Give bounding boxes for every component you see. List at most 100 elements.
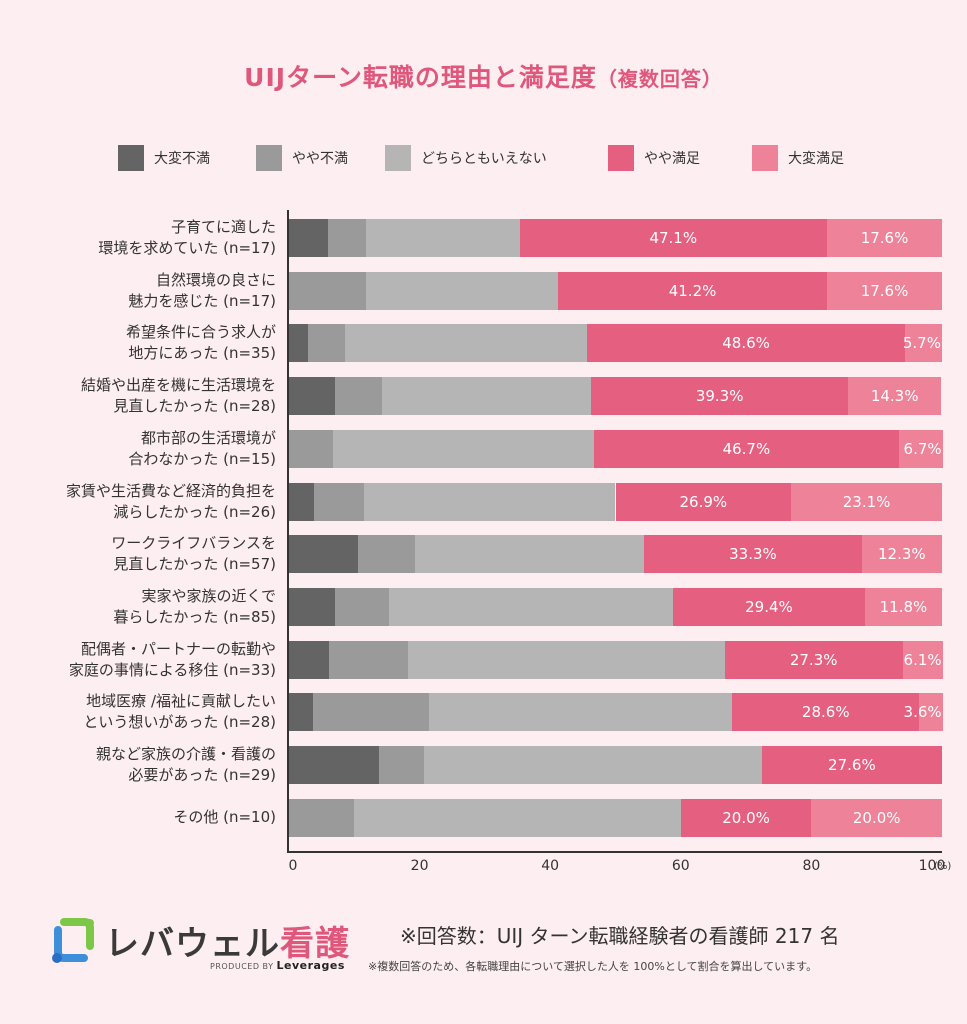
- data-label: 29.4%: [745, 597, 793, 616]
- legend-swatch: [118, 145, 144, 171]
- legend-item-somewhat-satisfied: やや満足: [608, 145, 700, 171]
- bar-segment-very-satisfied: 23.1%: [791, 482, 942, 521]
- category-label-line: 配偶者・パートナーの転勤や: [80, 639, 276, 658]
- bar-segment-very-satisfied: 6.1%: [902, 640, 943, 679]
- bar-segment-somewhat-dissatisfied: [289, 429, 333, 468]
- category-label-line: 結婚や出産を機に生活環境を: [80, 376, 276, 395]
- bar-segment-neutral: [407, 640, 725, 679]
- category-label-line: 必要があった (n=29): [128, 766, 276, 784]
- bar-segment-very-satisfied: 11.8%: [864, 587, 942, 626]
- data-label: 26.9%: [679, 492, 728, 511]
- data-label: 27.6%: [828, 756, 876, 774]
- logo-produced-text: PRODUCED BY: [210, 962, 274, 971]
- bar-segment-somewhat-satisfied: 41.2%: [558, 271, 828, 310]
- data-label: 12.3%: [878, 545, 926, 564]
- data-label: 28.6%: [801, 703, 850, 722]
- bar-segment-neutral: [415, 535, 645, 574]
- bar-segment-neutral: [388, 587, 673, 626]
- bar-segment-very-dissatisfied: [289, 640, 329, 679]
- bar-segment-somewhat-dissatisfied: [313, 482, 365, 521]
- bar-segment-neutral: [354, 798, 681, 837]
- x-tick-label: 80: [802, 858, 821, 874]
- bar-segment-somewhat-satisfied: 33.3%: [644, 535, 862, 574]
- stacked-bar-chart: 子育てに適した 環境を求めていた (n=17) 47.1% 17.6% 自然環境の良さに…: [16, 210, 951, 874]
- category-label-line: 都市部の生活環境が: [140, 428, 276, 447]
- y-axis-line: [287, 210, 289, 852]
- bar-segment-very-satisfied: 5.7%: [902, 324, 942, 363]
- category-label: ワークライフバランスを 見直したかった (n=57): [16, 533, 276, 575]
- category-label-line: 環境を求めていた (n=17): [98, 239, 276, 257]
- data-label: 14.3%: [870, 387, 919, 406]
- bar-segment-somewhat-dissatisfied: [307, 324, 346, 363]
- x-tick-label: 0: [288, 858, 298, 874]
- category-label-line: 希望条件に合う求人が: [125, 323, 276, 342]
- category-label: 結婚や出産を機に生活環境を見直したかった (n=28): [16, 375, 276, 417]
- calculation-note: ※複数回答のため、各転職理由について選択した人を 100%として割合を算出してい…: [368, 960, 818, 973]
- category-label-line: 減らしたかった (n=26): [113, 502, 276, 521]
- category-label-line: 魅力を感じた (n=17): [128, 291, 276, 310]
- category-label-line: 家庭の事情による移住 (n=33): [68, 660, 276, 679]
- bar-segment-somewhat-satisfied: 28.6%: [732, 693, 920, 732]
- bar-segment-very-dissatisfied: [289, 219, 328, 257]
- category-label-line: 見直したかった (n=28): [113, 397, 276, 416]
- legend-item-neutral: どちらともいえない: [385, 145, 547, 171]
- category-label-line: 暮らしたかった (n=85): [113, 607, 276, 626]
- bar-segment-somewhat-dissatisfied: [335, 587, 389, 626]
- legend: 大変不満 やや不満 どちらともいえない やや満足 大変満足: [0, 145, 967, 173]
- logo-wordmark: レバウェル看護: [105, 916, 350, 965]
- bar-segment-somewhat-satisfied: 47.1%: [519, 219, 828, 257]
- logo-mark-icon: [52, 918, 94, 963]
- bar-segment-very-dissatisfied: [289, 482, 314, 521]
- bar-segment-somewhat-dissatisfied: [289, 271, 367, 310]
- category-label-line: その他 (n=10): [173, 808, 276, 827]
- legend-item-very-satisfied: 大変満足: [752, 145, 844, 171]
- category-label: 都市部の生活環境が合わなかった (n=15): [16, 428, 276, 470]
- x-tick-label: 40: [541, 858, 560, 874]
- category-label-line: 子育てに適した: [170, 218, 276, 236]
- bar-segment-very-dissatisfied: [289, 324, 308, 363]
- bar-segment-very-satisfied: 6.7%: [898, 429, 943, 468]
- category-label-line: 見直したかった (n=57): [113, 555, 276, 574]
- bar-segment-somewhat-satisfied: 26.9%: [615, 482, 792, 521]
- data-label: 48.6%: [722, 334, 770, 353]
- x-tick-label: 20: [410, 858, 429, 874]
- legend-item-somewhat-dissatisfied: やや不満: [256, 145, 348, 171]
- bar-segment-very-dissatisfied: [289, 746, 380, 784]
- category-label-line: 地域医療 /福祉に貢献したい: [86, 692, 276, 711]
- bar-segment-somewhat-satisfied: 20.0%: [680, 798, 812, 837]
- legend-label: 大変不満: [154, 151, 210, 167]
- bar-segment-neutral: [366, 219, 520, 257]
- data-label: 41.2%: [668, 281, 717, 300]
- logo-accent-text: 看護: [280, 924, 350, 964]
- category-label: 自然環境の良さに 魅力を感じた (n=17): [16, 270, 276, 312]
- category-label-line: 合わなかった (n=15): [128, 449, 276, 468]
- respondent-count-note: ※回答数：UIJ ターン転職経験者の看護師 217 名: [400, 924, 840, 948]
- bar-segment-somewhat-satisfied: 39.3%: [591, 377, 848, 416]
- legend-swatch: [385, 145, 411, 171]
- bar-segment-somewhat-satisfied: 27.6%: [761, 746, 942, 784]
- data-label: 5.7%: [902, 334, 941, 353]
- bar-segment-very-satisfied: 12.3%: [861, 535, 942, 574]
- data-label: 17.6%: [860, 281, 909, 300]
- legend-label: やや満足: [644, 151, 700, 167]
- bar-segment-very-satisfied: 3.6%: [904, 693, 943, 732]
- bar-segment-very-satisfied: 20.0%: [811, 798, 942, 837]
- bar-segment-very-dissatisfied: [289, 587, 336, 626]
- bar-segment-somewhat-dissatisfied: [335, 377, 382, 416]
- data-label: 11.8%: [879, 597, 928, 616]
- logo-main-text: レバウェル: [105, 924, 280, 964]
- category-label: その他 (n=10): [16, 807, 276, 828]
- bar-segment-somewhat-satisfied: 29.4%: [672, 587, 865, 626]
- category-label-line: ワークライフバランスを: [111, 534, 276, 553]
- chart-title-main: UIJターン転職の理由と満足度: [244, 63, 597, 92]
- category-label-line: 家賃や生活費など経済的負担を: [65, 481, 276, 500]
- logo-produced-by: PRODUCED BY Leverages: [210, 959, 345, 972]
- bar-segment-very-satisfied: 17.6%: [827, 219, 942, 257]
- legend-swatch: [256, 145, 282, 171]
- bar-segment-somewhat-satisfied: 48.6%: [587, 324, 905, 363]
- category-label: 親など家族の介護・看護の 必要があった (n=29): [16, 744, 276, 786]
- brand-logo: レバウェル看護 PRODUCED BY Leverages: [50, 912, 350, 972]
- data-label: 6.1%: [903, 650, 942, 669]
- bar-segment-very-dissatisfied: [289, 535, 358, 574]
- category-label-line: という想いがあった (n=28): [83, 713, 276, 732]
